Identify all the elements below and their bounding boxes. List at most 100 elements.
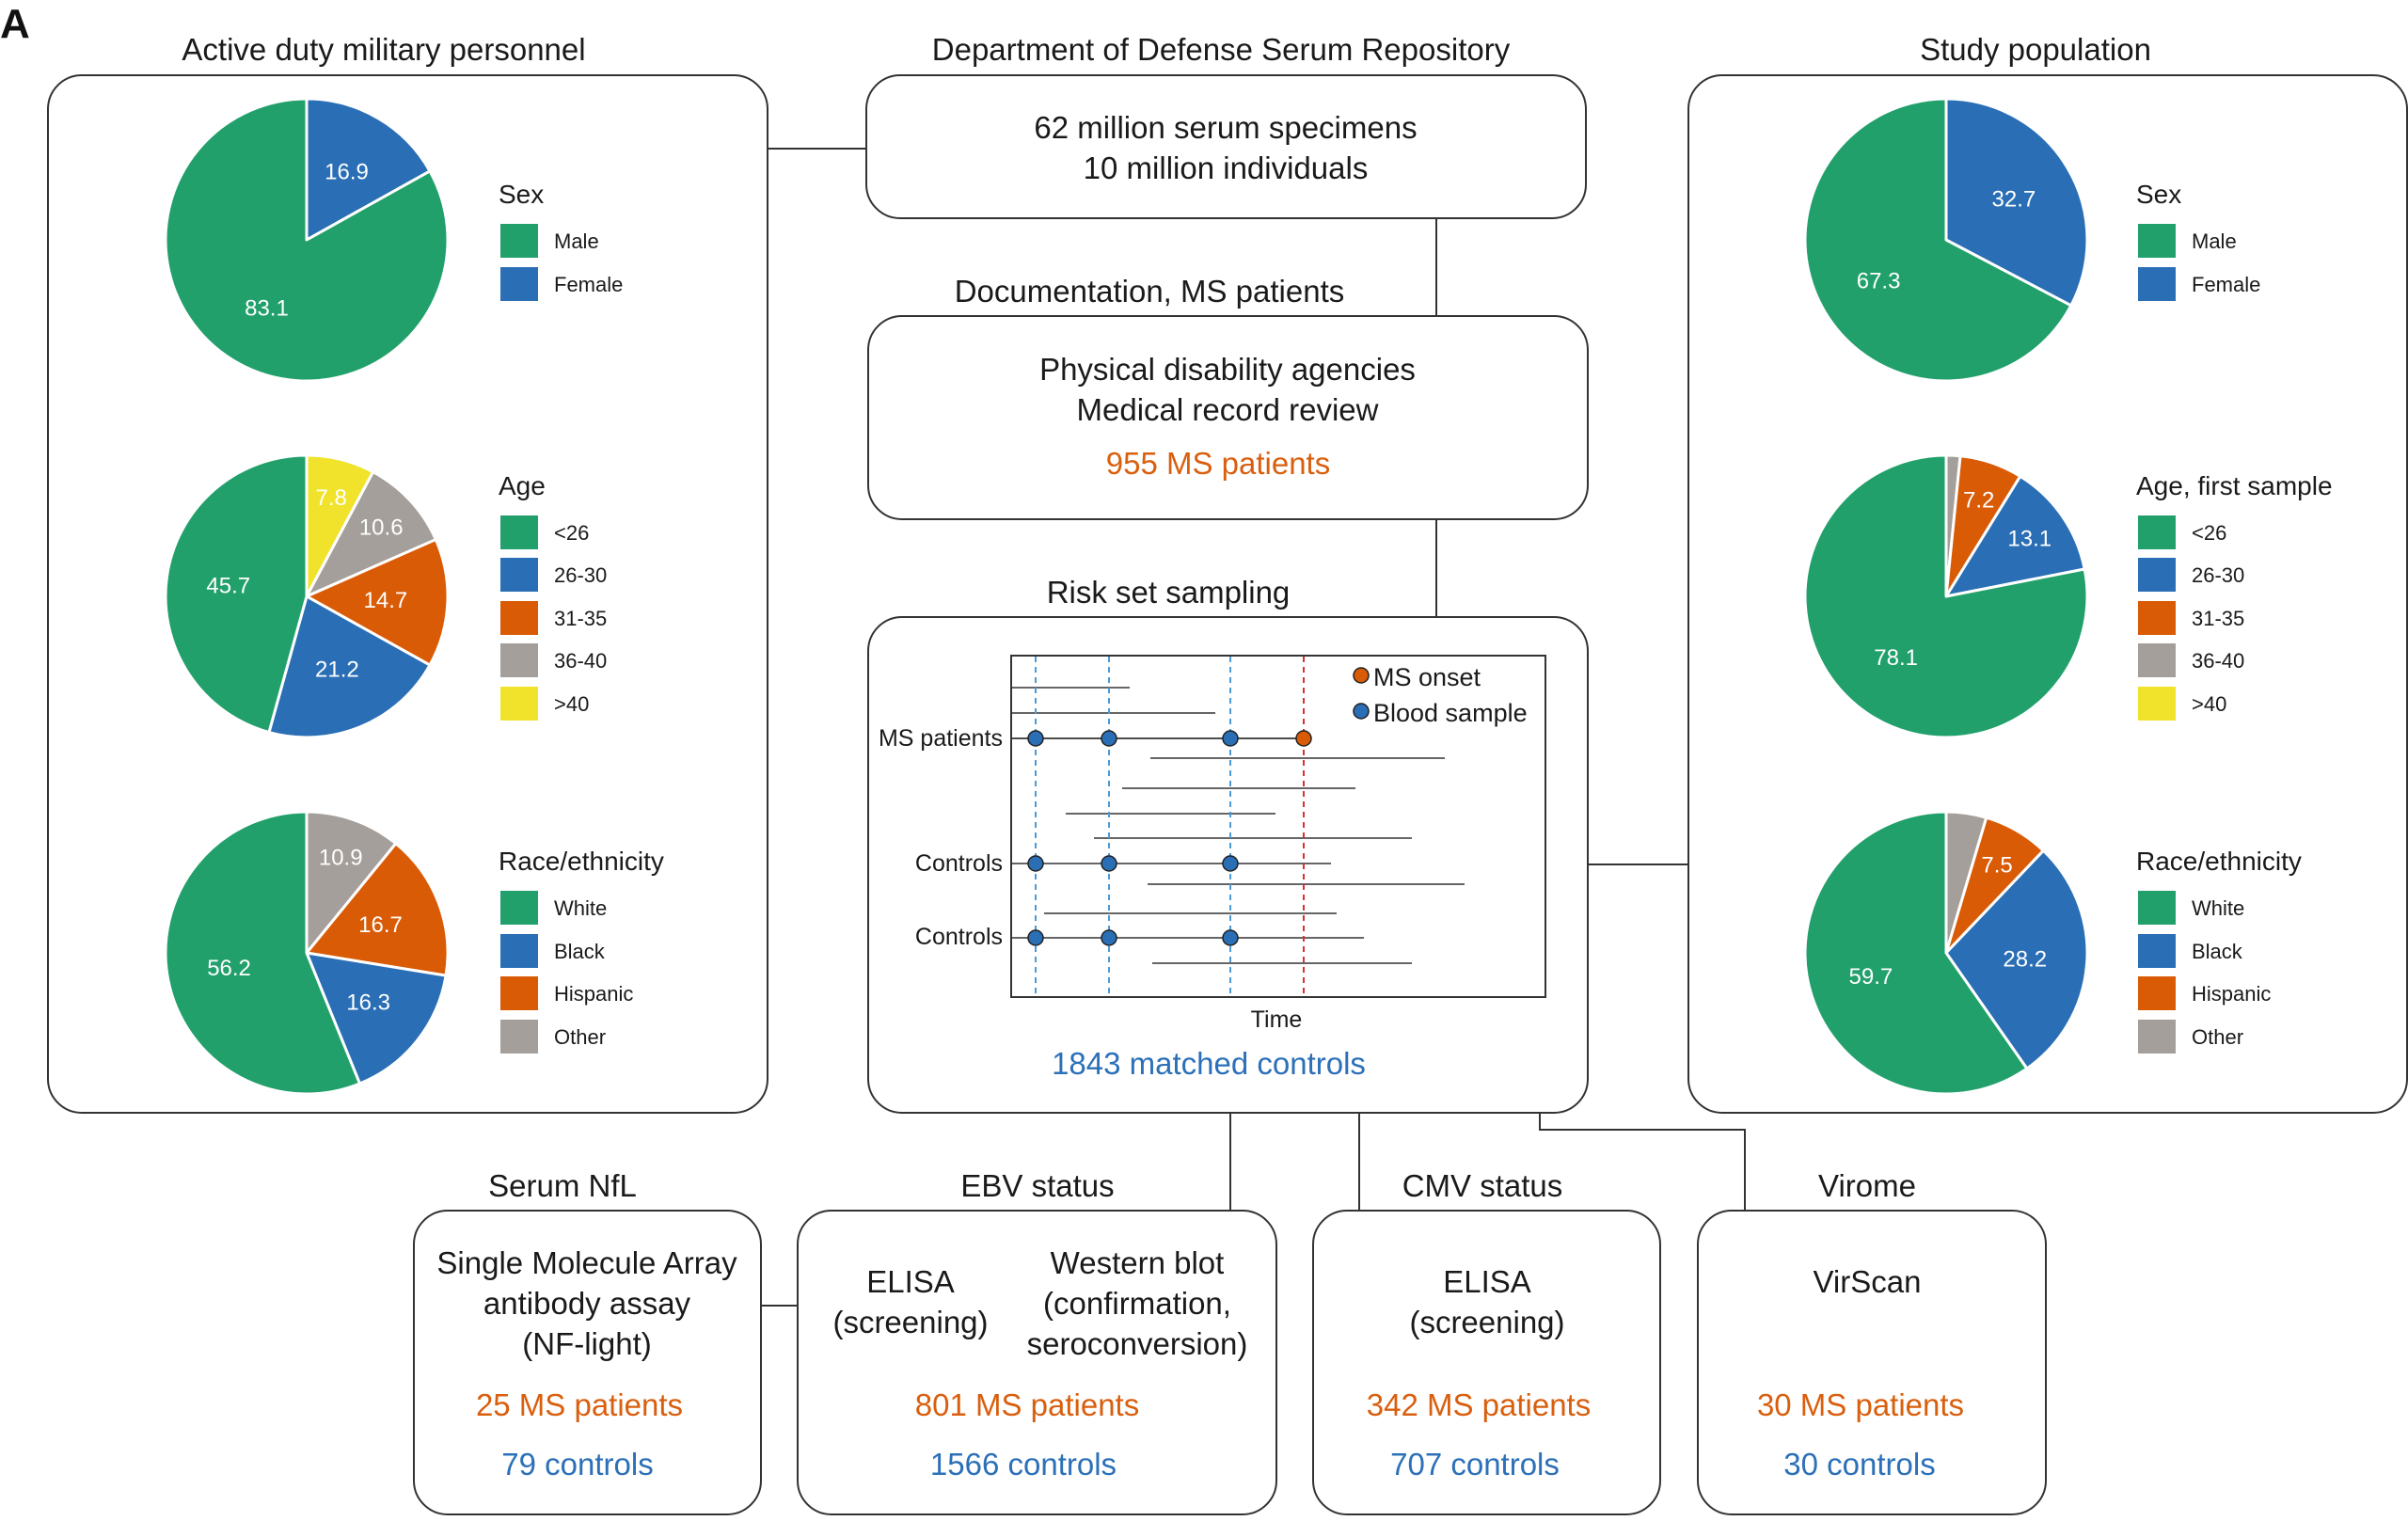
legend-label-age-26-30: 26-30 xyxy=(2192,563,2244,587)
right-race-legend-title: Race/ethnicity xyxy=(2136,847,2302,876)
nfl-title: Serum NfL xyxy=(488,1168,637,1203)
pie-slice-other xyxy=(305,810,398,955)
pie-slice-black xyxy=(1944,848,2089,1070)
pie-slice-label: 67.3 xyxy=(1857,268,1901,293)
legend-label-other: Other xyxy=(554,1025,606,1049)
pie-slice-26 xyxy=(164,453,309,735)
legend-swatch-age-26-30 xyxy=(2138,558,2176,592)
right-sex-legend-title: Sex xyxy=(2136,180,2181,209)
legend-label-blood-sample: Blood sample xyxy=(1373,699,1528,727)
pie-slice-label: 10.9 xyxy=(319,845,363,870)
blood-sample-dot xyxy=(1027,929,1044,946)
pie-slice-label: 7.5 xyxy=(1981,853,2012,879)
documentation-line-2: Medical record review xyxy=(1077,392,1379,427)
blood-sample-dot xyxy=(1101,855,1117,872)
documentation-ms-patients-count: 955 MS patients xyxy=(1106,446,1330,481)
virome-section: Virome VirScan 30 MS patients 30 control… xyxy=(1697,1168,2047,1515)
repository-line-1: 62 million serum specimens xyxy=(1034,110,1417,145)
legend-swatch-age-26-30 xyxy=(500,558,538,592)
panel-letter: A xyxy=(0,1,30,47)
matched-controls-count: 1843 matched controls xyxy=(1052,1046,1366,1081)
legend-swatch-age-over-40 xyxy=(500,687,538,721)
pie-left-race: 10.9 16.7 16.3 56.2 xyxy=(164,810,450,1096)
cmv-line-1: ELISA xyxy=(1443,1264,1531,1299)
left-age-legend-title: Age xyxy=(499,471,546,500)
cmv-box xyxy=(1312,1210,1661,1515)
blood-sample-dot xyxy=(1027,855,1044,872)
legend-swatch-hispanic xyxy=(500,976,538,1010)
left-sex-legend: Male Female xyxy=(500,224,623,301)
legend-swatch-other xyxy=(500,1020,538,1054)
legend-label-male: Male xyxy=(2192,230,2237,253)
pie-slice-26 xyxy=(1803,453,2089,739)
left-race-legend-title: Race/ethnicity xyxy=(499,847,664,876)
blood-sample-dot xyxy=(1222,855,1239,872)
repository-box xyxy=(865,74,1587,219)
pie-slice-label: 16.7 xyxy=(358,912,403,938)
legend-label-age-31-35: 31-35 xyxy=(554,607,607,630)
ebv-western-blot-line-3: seroconversion) xyxy=(1027,1326,1248,1361)
nfl-line-1: Single Molecule Array xyxy=(436,1245,737,1280)
nfl-ms-patients-count: 25 MS patients xyxy=(476,1387,683,1422)
ebv-ms-patients-count: 801 MS patients xyxy=(915,1387,1139,1422)
pie-slice-label: 16.9 xyxy=(325,160,369,185)
pie-slice-hispanic xyxy=(305,842,450,977)
ebv-elisa-line-1: ELISA xyxy=(866,1264,955,1299)
ebv-section: EBV status ELISA (screening) Western blo… xyxy=(797,1168,1277,1515)
documentation-box xyxy=(867,315,1589,520)
legend-label-age-over-40: >40 xyxy=(554,692,589,716)
legend-label-black: Black xyxy=(2192,940,2243,963)
pie-slice-26-30 xyxy=(267,594,432,739)
left-age-legend: <26 26-30 31-35 36-40 >40 xyxy=(500,515,607,721)
nfl-controls-count: 79 controls xyxy=(501,1447,653,1482)
nfl-line-2: antibody assay xyxy=(483,1286,691,1321)
pie-slice-31-35 xyxy=(305,538,450,667)
legend-swatch-male xyxy=(500,224,538,258)
legend-swatch-female xyxy=(500,267,538,301)
right-age-legend-title: Age, first sample xyxy=(2136,471,2333,500)
legend-swatch-age-36-40 xyxy=(2138,643,2176,677)
blood-sample-dot xyxy=(1222,730,1239,747)
legend-label-age-36-40: 36-40 xyxy=(554,649,607,673)
legend-swatch-white xyxy=(500,891,538,925)
risk-set-title: Risk set sampling xyxy=(1047,575,1291,610)
legend-dot-ms-onset xyxy=(1353,667,1370,684)
legend-label-hispanic: Hispanic xyxy=(2192,982,2271,1006)
ms-onset-dot xyxy=(1295,730,1312,747)
legend-label-other: Other xyxy=(2192,1025,2243,1049)
nfl-line-3: (NF-light) xyxy=(522,1326,652,1361)
pie-right-age: 7.2 13.1 78.1 xyxy=(1803,453,2089,739)
pie-slice-white xyxy=(164,810,361,1096)
risk-set-subject-rows xyxy=(1011,730,1312,946)
left-race-legend: White Black Hispanic Other xyxy=(500,891,633,1054)
ebv-western-blot-line-1: Western blot xyxy=(1051,1245,1225,1280)
legend-swatch-age-36-40 xyxy=(500,643,538,677)
connector-risk-to-virome xyxy=(1539,1113,1746,1211)
cmv-title: CMV status xyxy=(1402,1168,1563,1203)
right-age-legend: <26 26-30 31-35 36-40 >40 xyxy=(2138,515,2244,721)
connectors xyxy=(761,148,1746,1307)
pie-slice-label: 16.3 xyxy=(346,990,390,1015)
legend-swatch-white xyxy=(2138,891,2176,925)
pie-slice-label: 83.1 xyxy=(245,295,289,321)
pie-slice-label: 32.7 xyxy=(1992,187,2036,213)
legend-swatch-male xyxy=(2138,224,2176,258)
legend-label-white: White xyxy=(554,896,607,920)
documentation-line-1: Physical disability agencies xyxy=(1039,352,1416,387)
pie-right-race: 7.5 28.2 59.7 xyxy=(1803,810,2089,1096)
legend-label-age-36-40: 36-40 xyxy=(2192,649,2244,673)
blood-sample-dot xyxy=(1027,730,1044,747)
cmv-ms-patients-count: 342 MS patients xyxy=(1367,1387,1591,1422)
ebv-controls-count: 1566 controls xyxy=(930,1447,1117,1482)
legend-swatch-age-31-35 xyxy=(2138,601,2176,635)
pie-slice-label: 45.7 xyxy=(206,574,250,599)
legend-label-black: Black xyxy=(554,940,606,963)
ebv-title: EBV status xyxy=(960,1168,1114,1203)
pie-slice-female xyxy=(1944,97,2089,308)
legend-label-ms-onset: MS onset xyxy=(1373,663,1481,691)
ebv-elisa-line-2: (screening) xyxy=(832,1305,988,1339)
legend-label-age-under-26: <26 xyxy=(2192,521,2226,545)
legend-swatch-age-31-35 xyxy=(500,601,538,635)
left-panel-title: Active duty military personnel xyxy=(182,32,585,67)
